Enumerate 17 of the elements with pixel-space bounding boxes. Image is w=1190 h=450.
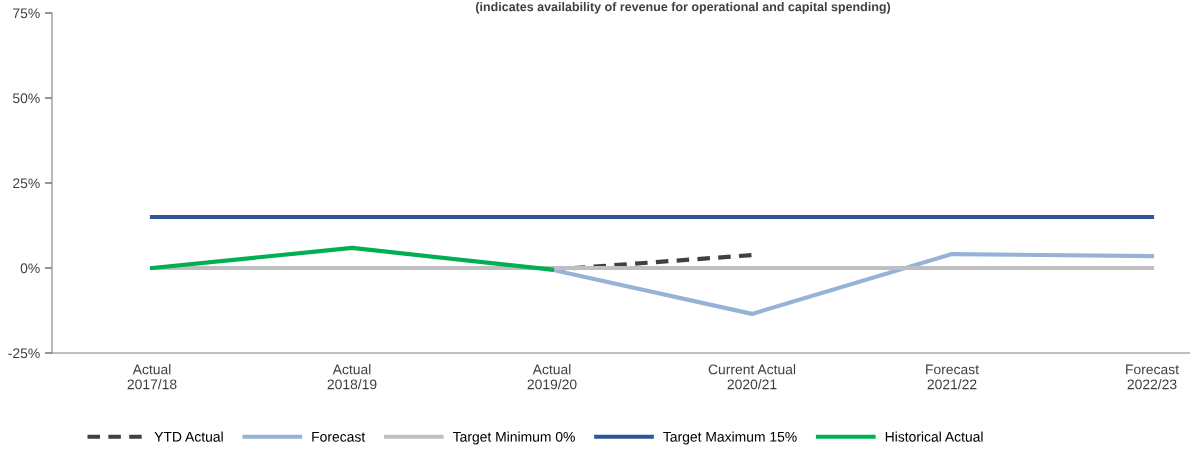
legend-label: Forecast: [312, 432, 366, 442]
x-tick-label: Actual 2017/18: [127, 364, 177, 390]
legend-label: Historical Actual: [885, 431, 983, 442]
chart-subtitle: (indicates availability of revenue for operational and capital spending): [475, 2, 891, 14]
y-tick-label: -25%: [8, 348, 40, 359]
y-tick-label: 0%: [20, 263, 40, 274]
x-tick-label: Actual 2018/19: [327, 364, 377, 390]
x-tick-label: Current Actual 2020/21: [708, 364, 796, 390]
legend-label: Target Minimum 0%: [452, 431, 575, 445]
x-tick-label: Actual 2019/20: [527, 364, 577, 390]
y-tick-label: 50%: [12, 93, 40, 104]
x-tick-label: Forecast 2021/22: [926, 364, 979, 390]
x-tick-label: Forecast 2022/23: [1126, 364, 1179, 390]
y-tick-label: 25%: [13, 178, 40, 189]
legend-label: YTD Actual: [154, 431, 223, 442]
legend-label: Target Maximum 15%: [663, 431, 797, 445]
y-tick-label: 75%: [13, 8, 40, 19]
